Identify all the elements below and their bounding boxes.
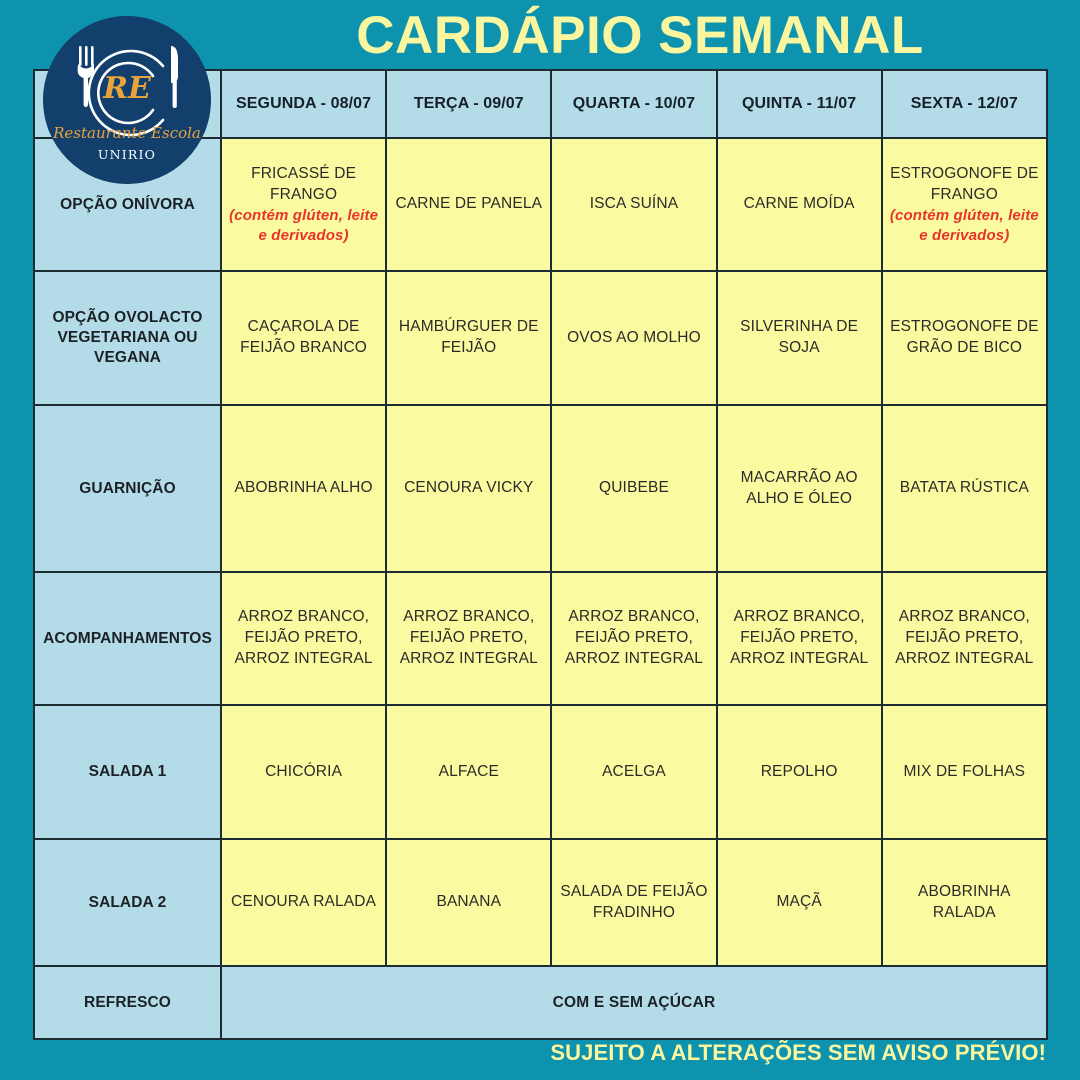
plate-icon [87, 49, 165, 137]
page-title: CARDÁPIO SEMANAL [356, 5, 924, 65]
fork-icon [77, 46, 94, 107]
allergen-note: (contém glúten, leite e derivados) [229, 207, 379, 244]
dish-name: FRICASSÉ DE FRANGO [251, 164, 357, 203]
cell-acompanhamentos-segunda: ARROZ BRANCO, FEIJÃO PRETO, ARROZ INTEGR… [219, 571, 388, 706]
logo-institution: UNIRIO [98, 147, 156, 162]
restaurante-escola-logo: RE Restaurante Escola UNIRIO [43, 16, 211, 184]
cell-guarnicao-quinta: MACARRÃO AO ALHO E ÓLEO [715, 404, 883, 573]
row-label-salada1: SALADA 1 [33, 704, 222, 840]
cell-salada2-sexta: ABOBRINHA RALADA [880, 838, 1048, 967]
dish-name: ESTROGONOFE DE FRANGO [890, 164, 1039, 203]
row-label-refresco: REFRESCO [33, 965, 222, 1040]
cell-guarnicao-sexta: BATATA RÚSTICA [880, 404, 1048, 573]
cell-onivora-terca: CARNE DE PANELA [385, 137, 553, 272]
cell-guarnicao-segunda: ABOBRINHA ALHO [219, 404, 388, 573]
cell-vegetariana-quinta: SILVERINHA DE SOJA [715, 270, 883, 406]
row-label-acompanhamentos: ACOMPANHAMENTOS [33, 571, 222, 706]
table-row-vegetariana: OPÇÃO OVOLACTO VEGETARIANA OU VEGANA CAÇ… [33, 270, 1048, 406]
cell-salada1-terca: ALFACE [385, 704, 553, 840]
cell-acompanhamentos-sexta: ARROZ BRANCO, FEIJÃO PRETO, ARROZ INTEGR… [880, 571, 1048, 706]
cell-acompanhamentos-quarta: ARROZ BRANCO, FEIJÃO PRETO, ARROZ INTEGR… [550, 571, 718, 706]
knife-icon [171, 46, 178, 108]
weekly-menu-table: SEGUNDA - 08/07 TERÇA - 09/07 QUARTA - 1… [33, 69, 1048, 1040]
cell-onivora-sexta: ESTROGONOFE DE FRANGO (contém glúten, le… [880, 137, 1048, 272]
day-header-terca: TERÇA - 09/07 [385, 69, 553, 139]
row-label-vegetariana: OPÇÃO OVOLACTO VEGETARIANA OU VEGANA [33, 270, 222, 406]
table-row-salada1: SALADA 1 CHICÓRIA ALFACE ACELGA REPOLHO … [33, 704, 1048, 840]
cell-vegetariana-terca: HAMBÚRGUER DE FEIJÃO [385, 270, 553, 406]
cell-acompanhamentos-terca: ARROZ BRANCO, FEIJÃO PRETO, ARROZ INTEGR… [385, 571, 553, 706]
dish-name: CARNE DE PANELA [395, 195, 543, 213]
cell-salada1-segunda: CHICÓRIA [219, 704, 388, 840]
cell-vegetariana-quarta: OVOS AO MOLHO [550, 270, 718, 406]
cell-salada2-segunda: CENOURA RALADA [219, 838, 388, 967]
cell-salada2-quinta: MAÇÃ [715, 838, 883, 967]
cell-salada1-quarta: ACELGA [550, 704, 718, 840]
day-header-quarta: QUARTA - 10/07 [550, 69, 718, 139]
cell-salada2-quarta: SALADA DE FEIJÃO FRADINHO [550, 838, 718, 967]
cell-onivora-segunda: FRICASSÉ DE FRANGO (contém glúten, leite… [219, 137, 388, 272]
table-row-acompanhamentos: ACOMPANHAMENTOS ARROZ BRANCO, FEIJÃO PRE… [33, 571, 1048, 706]
cell-guarnicao-quarta: QUIBEBE [550, 404, 718, 573]
row-label-guarnicao: GUARNIÇÃO [33, 404, 222, 573]
cell-onivora-quarta: ISCA SUÍNA [550, 137, 718, 272]
logo-name: Restaurante Escola [52, 124, 201, 142]
day-header-quinta: QUINTA - 11/07 [715, 69, 883, 139]
table-row-onivora: OPÇÃO ONÍVORA FRICASSÉ DE FRANGO (contém… [33, 137, 1048, 272]
allergen-note: (contém glúten, leite e derivados) [889, 207, 1039, 244]
row-label-salada2: SALADA 2 [33, 838, 222, 967]
table-row-refresco: REFRESCO COM E SEM AÇÚCAR [33, 965, 1048, 1040]
cell-onivora-quinta: CARNE MOÍDA [715, 137, 883, 272]
cell-salada1-sexta: MIX DE FOLHAS [880, 704, 1048, 840]
cell-vegetariana-sexta: ESTROGONOFE DE GRÃO DE BICO [880, 270, 1048, 406]
dish-name: CARNE MOÍDA [743, 195, 855, 213]
cell-guarnicao-terca: CENOURA VICKY [385, 404, 553, 573]
page-title-bar: CARDÁPIO SEMANAL [210, 4, 1070, 66]
footer-disclaimer: SUJEITO A ALTERAÇÕES SEM AVISO PRÉVIO! [550, 1040, 1046, 1065]
table-row-guarnicao: GUARNIÇÃO ABOBRINHA ALHO CENOURA VICKY Q… [33, 404, 1048, 573]
day-header-sexta: SEXTA - 12/07 [880, 69, 1048, 139]
cell-salada2-terca: BANANA [385, 838, 553, 967]
table-row-salada2: SALADA 2 CENOURA RALADA BANANA SALADA DE… [33, 838, 1048, 967]
cell-salada1-quinta: REPOLHO [715, 704, 883, 840]
cell-refresco-value: COM E SEM AÇÚCAR [220, 965, 1048, 1040]
day-header-segunda: SEGUNDA - 08/07 [219, 69, 388, 139]
dish-name: ISCA SUÍNA [589, 195, 679, 213]
cell-vegetariana-segunda: CAÇAROLA DE FEIJÃO BRANCO [219, 270, 388, 406]
cell-acompanhamentos-quinta: ARROZ BRANCO, FEIJÃO PRETO, ARROZ INTEGR… [715, 571, 883, 706]
logo-monogram: RE [102, 71, 152, 106]
